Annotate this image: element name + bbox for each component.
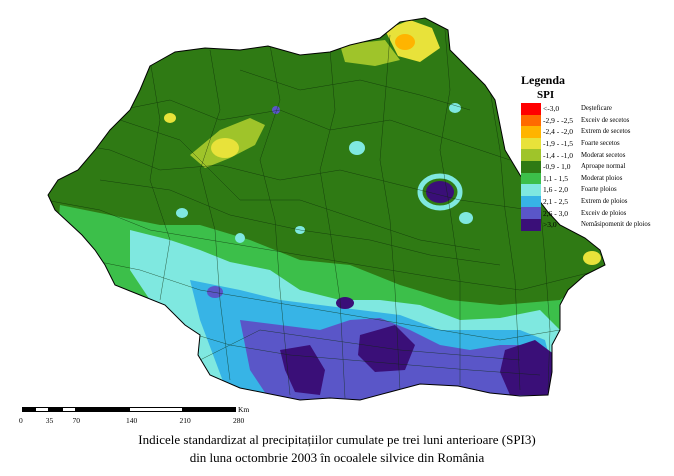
spot-6 xyxy=(272,106,280,114)
legend-item: -0,9 - 1,0 Aproape normal xyxy=(521,160,671,173)
scale-segment xyxy=(35,407,49,412)
legend: <-3,0 Deșteficare -2,9 - -2,5 Exceiv de sec… xyxy=(521,103,671,231)
legend-label: Extrem de ploios xyxy=(581,198,628,206)
legend-swatch xyxy=(521,137,541,150)
legend-label: Deșteficare xyxy=(581,105,612,113)
scale-segment xyxy=(48,407,63,412)
scale-tick-label: 210 xyxy=(179,416,191,425)
legend-subtitle: SPI xyxy=(537,89,555,101)
legend-item: -1,4 - -1,0 Moderat secetos xyxy=(521,149,671,161)
legend-swatch xyxy=(521,103,541,115)
legend-range: <-3,0 xyxy=(543,104,560,114)
scale-unit: Km xyxy=(238,405,250,414)
legend-item: 2,6 - 3,0 Exceiv de ploios xyxy=(521,207,671,219)
zone-nemaipomenit-4 xyxy=(426,181,454,203)
scale-segment xyxy=(182,407,236,412)
zone-excesiv-spot xyxy=(207,286,223,298)
boundaries xyxy=(48,29,601,399)
legend-label: Moderat secetos xyxy=(581,151,626,159)
legend-label: Exceiv de ploios xyxy=(581,209,627,217)
legend-swatch xyxy=(521,184,541,196)
zone-nemaipomenit-2 xyxy=(358,325,415,372)
legend-label: Foarte secetos xyxy=(581,140,620,148)
spot-2 xyxy=(449,103,461,113)
scale-segment xyxy=(22,407,36,412)
legend-label: Nemăsipomenit de ploios xyxy=(581,221,651,229)
legend-item: 2,1 - 2,5 Extrem de ploios xyxy=(521,195,671,208)
scale-tick-label: 35 xyxy=(45,416,54,425)
legend-item: -2,9 - -2,5 Exceiv de secetos xyxy=(521,114,671,127)
legend-swatch xyxy=(521,126,541,138)
caption-line2: din luna octombrie 2003 în ocoalele silv… xyxy=(189,450,485,465)
zone-moderat-secetos-north xyxy=(340,40,400,66)
caption-line1: Indicele standardizat al precipitațiilor… xyxy=(138,432,536,447)
legend-label: Aproape normal xyxy=(581,163,626,171)
legend-swatch xyxy=(521,149,541,161)
legend-swatch xyxy=(521,195,541,208)
legend-item: <-3,0 Deșteficare xyxy=(521,103,671,115)
legend-swatch xyxy=(521,114,541,127)
scale-segment xyxy=(75,407,129,412)
zone-nemaipomenit-5 xyxy=(336,297,354,309)
zone-halo xyxy=(417,173,463,211)
legend-label: Moderat ploios xyxy=(581,174,623,182)
legend-range: -1,9 - -1,5 xyxy=(543,139,573,149)
spot-5 xyxy=(235,233,245,243)
scale-segment xyxy=(62,407,76,412)
legend-range: -0,9 - 1,0 xyxy=(543,162,571,172)
legend-swatch xyxy=(521,160,541,173)
zone-foarte-secetos-center xyxy=(211,138,239,158)
scale-bar xyxy=(22,407,252,413)
legend-item: >3,0 Nemăsipomenit de ploios xyxy=(521,218,671,231)
legend-range: 2,1 - 2,5 xyxy=(543,197,568,207)
scale-tick-label: 280 xyxy=(233,416,245,425)
legend-item: -2,4 - -2,0 Extrem de secetos xyxy=(521,126,671,138)
zone-nemaipomenit-3 xyxy=(500,340,555,395)
legend-label: Exceiv de secetos xyxy=(581,116,630,124)
spot-4 xyxy=(176,208,188,218)
legend-item: 1,6 - 2,0 Foarte ploios xyxy=(521,184,671,196)
legend-label: Extrem de secetos xyxy=(581,128,631,136)
scale-tick-label: 140 xyxy=(126,416,138,425)
spot-3 xyxy=(459,212,473,224)
scale-tick-label: 0 xyxy=(19,416,23,425)
legend-title: Legenda xyxy=(521,73,566,87)
legend-item: 1,1 - 1,5 Moderat ploios xyxy=(521,172,671,185)
legend-range: 1,1 - 1,5 xyxy=(543,173,568,183)
spot-1 xyxy=(349,141,365,155)
legend-label: Foarte ploios xyxy=(581,186,617,194)
legend-range: -1,4 - -1,0 xyxy=(543,150,573,160)
legend-range: -2,9 - -2,5 xyxy=(543,115,573,125)
legend-range: -2,4 - -2,0 xyxy=(543,127,573,137)
zone-nemaipomenit-1 xyxy=(280,345,325,395)
legend-item: -1,9 - -1,5 Foarte secetos xyxy=(521,137,671,150)
scale-tick-label: 70 xyxy=(72,416,81,425)
zone-secetos-nw xyxy=(164,113,176,123)
zone-secetos-east xyxy=(583,251,601,265)
legend-range: 1,6 - 2,0 xyxy=(543,185,568,195)
zone-extrem-secetos xyxy=(395,34,415,50)
legend-swatch xyxy=(521,218,541,231)
legend-swatch xyxy=(521,207,541,219)
legend-swatch xyxy=(521,172,541,185)
legend-range: 2,6 - 3,0 xyxy=(543,208,568,218)
scale-segment xyxy=(129,407,183,412)
legend-range: >3,0 xyxy=(543,220,557,230)
